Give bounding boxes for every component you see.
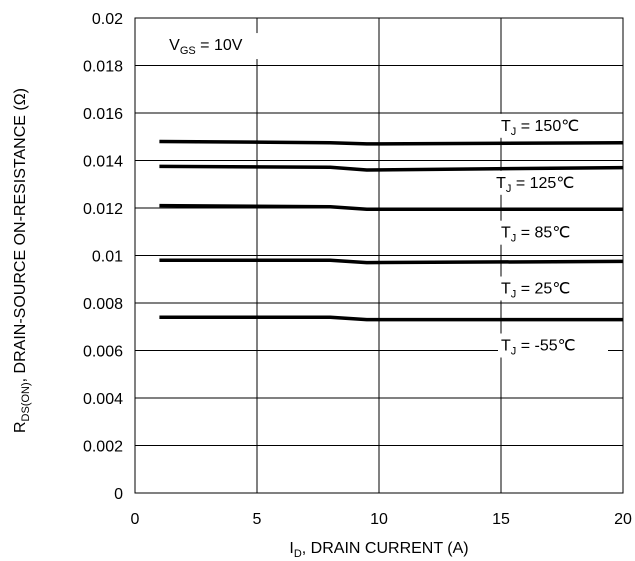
- y-tick-label: 0.008: [83, 296, 123, 313]
- series-line: [159, 139, 624, 146]
- x-axis-label: ID, DRAIN CURRENT (A): [289, 540, 468, 560]
- y-tick-label: 0.002: [83, 439, 123, 456]
- series-label-bg: [498, 333, 608, 358]
- y-tick-label: 0.01: [92, 249, 123, 266]
- series-label-bg: [498, 220, 608, 245]
- condition-main: V: [169, 37, 180, 54]
- y-tick-label: 0.012: [83, 201, 123, 218]
- series-line: [159, 315, 623, 322]
- series-label-bg: [498, 276, 608, 301]
- x-axis-label-sub: D: [294, 548, 302, 560]
- annotations: TJ = 150℃ TJ = 125℃ TJ = 85℃ TJ = 25℃ TJ = -…: [493, 113, 608, 358]
- y-tick-label: 0.004: [83, 391, 123, 408]
- y-tick-label: 0.014: [83, 154, 123, 171]
- x-tick-label: 10: [370, 511, 388, 528]
- x-axis-label-main: I: [289, 540, 293, 557]
- series-label-bg: [498, 113, 608, 138]
- y-tick-label: 0.006: [83, 344, 123, 361]
- series-label-bg: [493, 170, 604, 195]
- grid-lines: [134, 17, 624, 494]
- x-axis-label-rest: , DRAIN CURRENT (A): [302, 540, 469, 557]
- y-tick-labels: 0 0.002 0.004 0.006 0.008 0.01 0.012 0.014 0.016…: [83, 11, 123, 503]
- plot-frame: [134, 17, 624, 494]
- y-tick-label: 0.016: [83, 106, 123, 123]
- series-label: TJ = -55℃: [501, 338, 576, 358]
- series-label: TJ = 25℃: [501, 281, 570, 301]
- x-tick-label: 20: [614, 511, 632, 528]
- condition-sub: GS: [180, 45, 196, 57]
- series-lines: [159, 139, 624, 322]
- y-tick-label: 0: [114, 486, 123, 503]
- y-axis-label-sub: DS(ON): [20, 382, 32, 421]
- x-tick-labels: 0 5 10 15 20: [131, 511, 632, 528]
- y-axis-label-rest: , DRAIN-SOURCE ON-RESISTANCE (Ω): [12, 88, 29, 382]
- condition-rest: = 10V: [196, 37, 243, 54]
- condition-label: VGS = 10V: [169, 37, 243, 57]
- y-tick-label: 0.02: [92, 11, 123, 28]
- x-tick-label: 0: [131, 511, 140, 528]
- x-tick-label: 15: [492, 511, 510, 528]
- series-line: [159, 164, 624, 172]
- series-line: [159, 258, 624, 265]
- series-label: TJ = 125℃: [496, 175, 574, 195]
- y-tick-label: 0.018: [83, 59, 123, 76]
- series-label: TJ = 150℃: [501, 118, 579, 138]
- condition-label-bg: [165, 33, 270, 60]
- y-axis-label: RDS(ON), DRAIN-SOURCE ON-RESISTANCE (Ω): [12, 88, 32, 433]
- series-label: TJ = 85℃: [501, 225, 570, 245]
- x-tick-label: 5: [253, 511, 262, 528]
- series-line: [159, 203, 623, 211]
- y-axis-label-main: R: [12, 421, 29, 433]
